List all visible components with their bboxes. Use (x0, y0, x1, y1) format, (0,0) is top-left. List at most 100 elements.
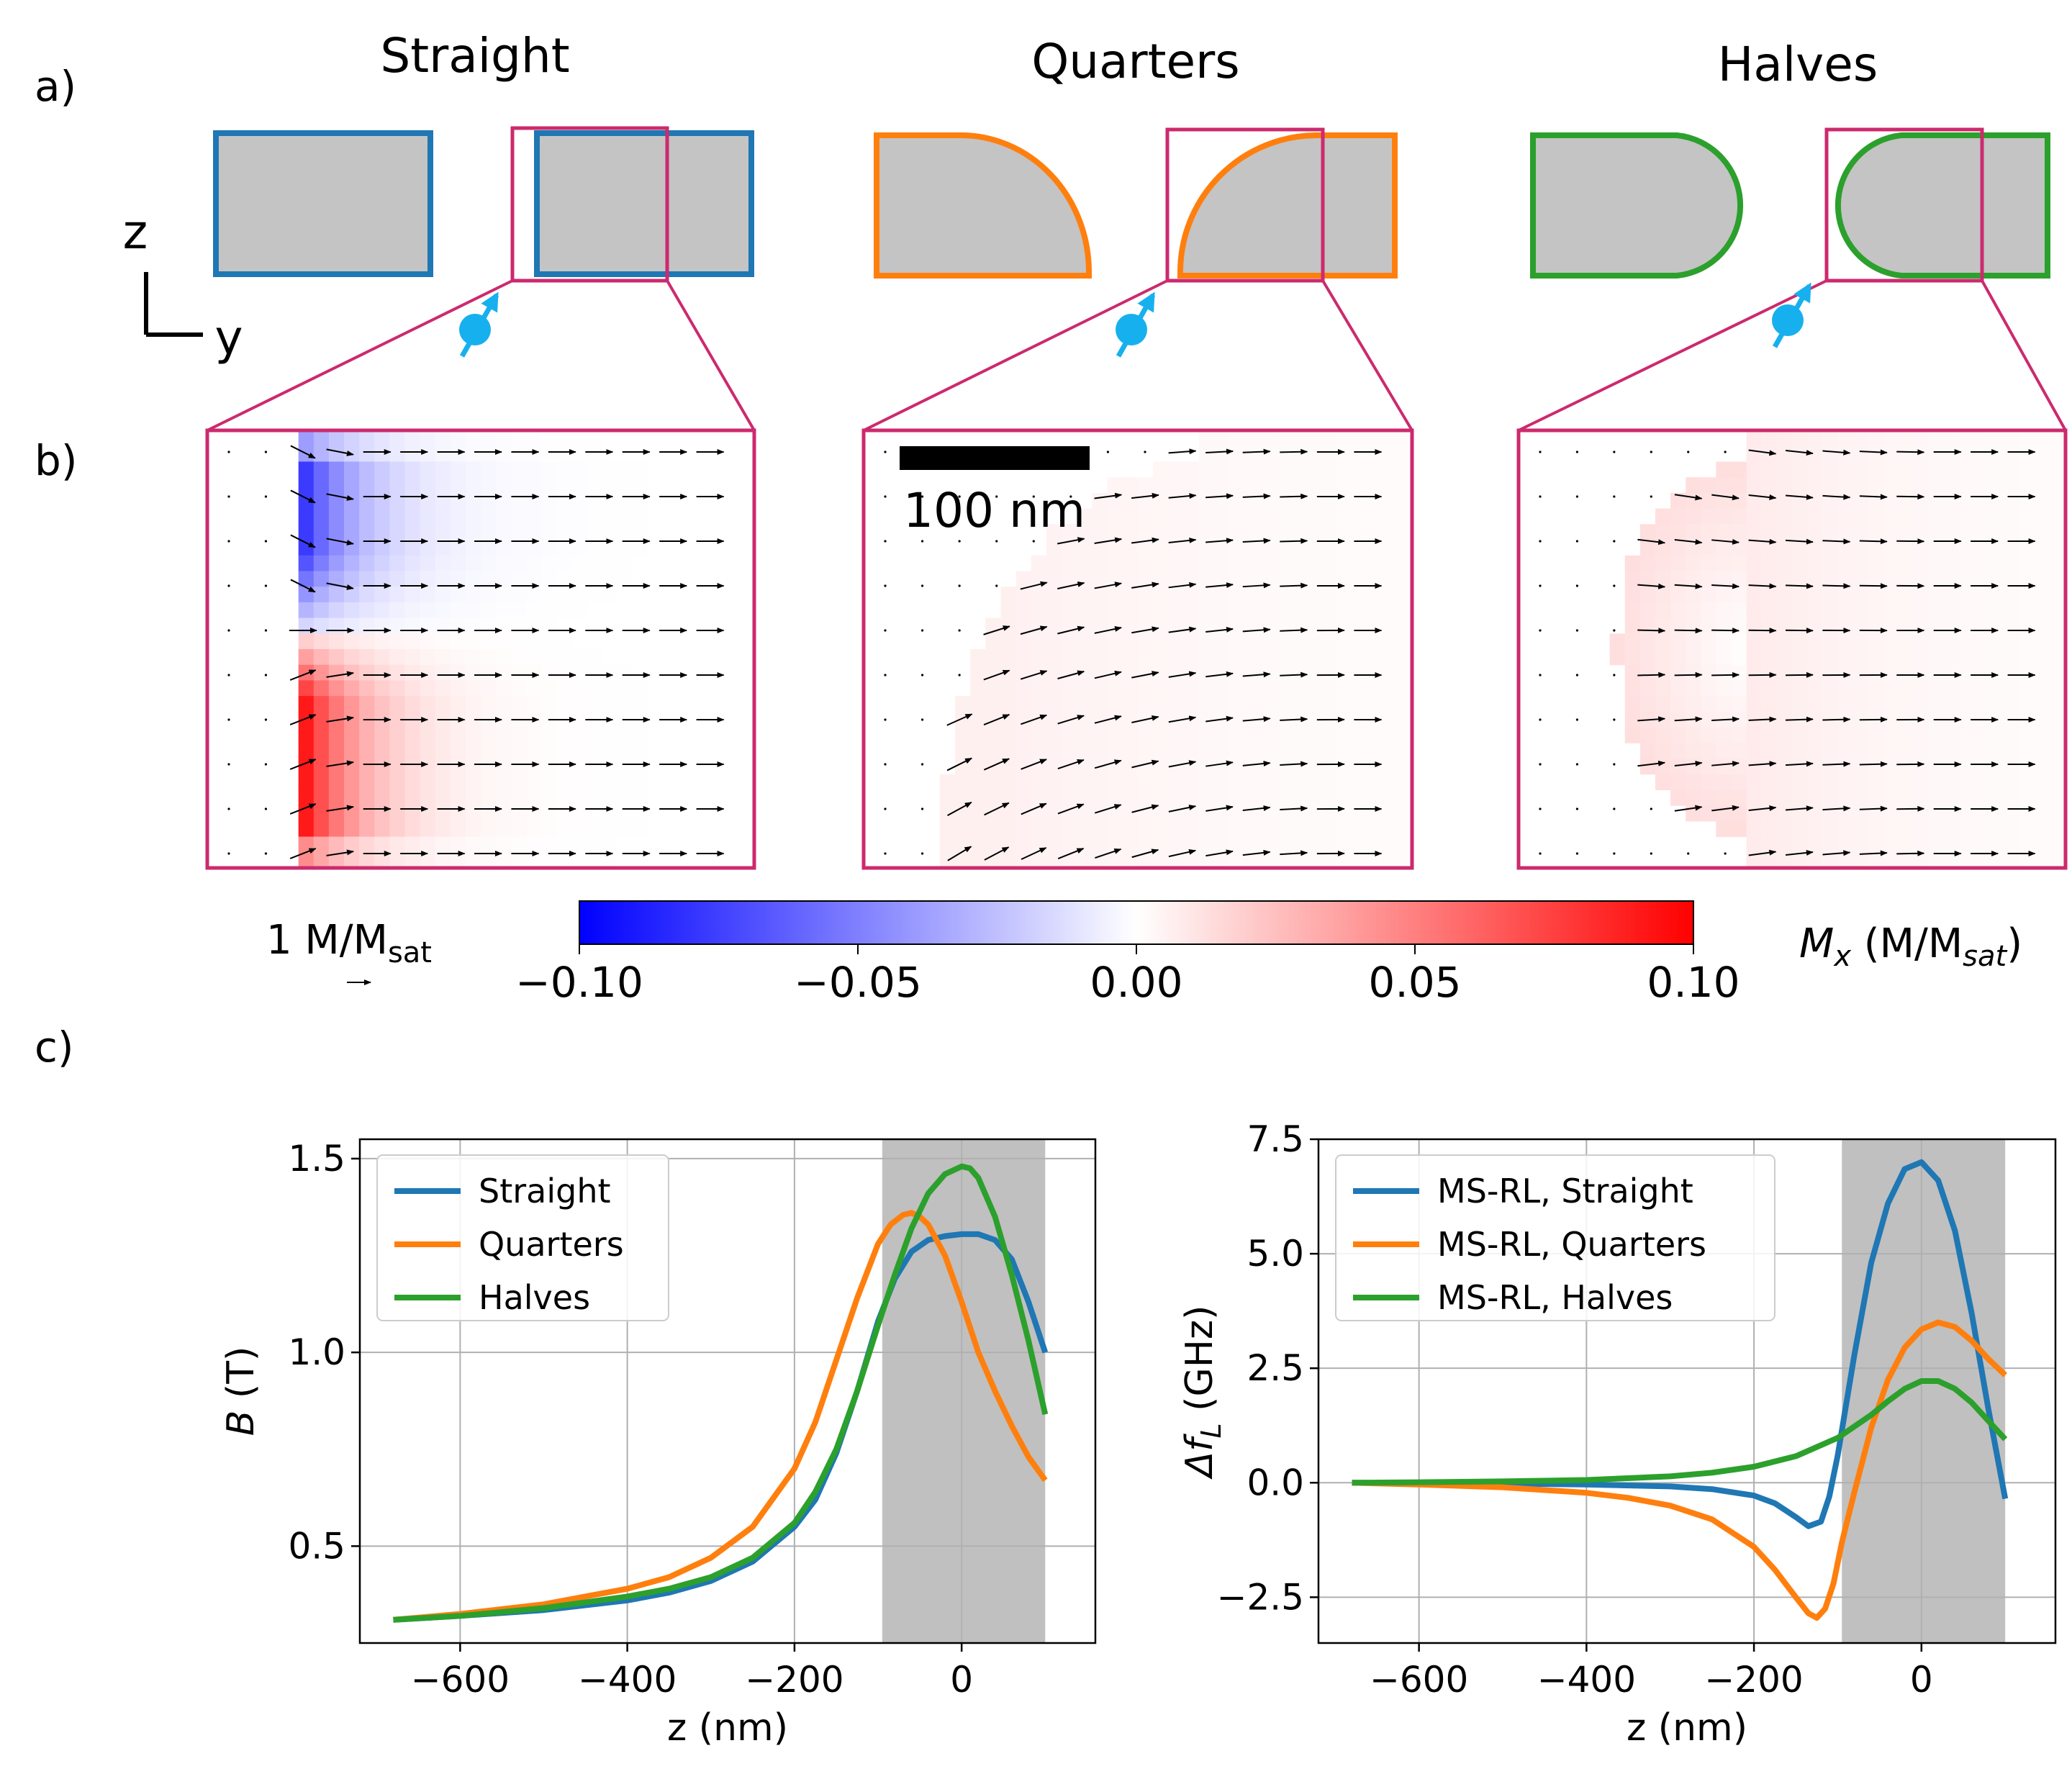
mag-cell (389, 445, 406, 463)
mag-cell (556, 617, 573, 634)
mag-cell (1898, 571, 1914, 587)
cb-label-sub1: x (1832, 940, 1851, 973)
mag-cell (678, 508, 695, 525)
mag-cell (435, 587, 451, 603)
mag-cell (571, 680, 588, 697)
mag-cell (663, 820, 679, 838)
mag-cell (556, 571, 573, 587)
spin-arrow-icon (1772, 282, 1812, 348)
mag-cell (1015, 649, 1032, 666)
mag-cell (1244, 805, 1260, 822)
mag-cell (571, 727, 588, 743)
mag-cell (1015, 743, 1032, 759)
mag-cell (313, 649, 330, 666)
mag-cell (1092, 836, 1108, 853)
mag-cell (617, 602, 633, 619)
mag-cell (496, 852, 512, 869)
mag-cell (1974, 649, 1991, 666)
mag-cell (1944, 836, 1960, 853)
mag-cell (496, 680, 512, 697)
mag-cell (1989, 617, 2006, 634)
mag-cell (556, 649, 573, 666)
mag-cell (1153, 540, 1169, 556)
mag-cell (359, 571, 375, 587)
mag-cell (648, 774, 664, 791)
mag-cell (602, 508, 618, 525)
mag-arrow (1242, 538, 1271, 544)
mag-cell (1898, 540, 1914, 556)
mag-cell (1062, 555, 1077, 572)
mag-cell (1046, 727, 1062, 743)
mag-cell (1670, 492, 1686, 510)
mag-cell (2050, 759, 2066, 775)
mag-cell (602, 602, 618, 619)
mag-dot (884, 674, 887, 676)
mag-cell (344, 759, 360, 775)
mag-cell (723, 743, 740, 759)
mag-cell (1929, 430, 1945, 447)
mag-cell (1929, 805, 1945, 822)
mag-cell (1092, 664, 1108, 682)
mag-cell (1974, 664, 1991, 682)
mag-cell (2035, 524, 2051, 540)
mag-cell (541, 508, 558, 525)
mag-cell (450, 587, 466, 603)
mag-cell (1396, 759, 1413, 775)
mag-cell (328, 461, 345, 478)
mag-cell (1336, 430, 1352, 447)
mag-cell (1655, 508, 1671, 525)
mag-cell (1213, 587, 1230, 603)
mag-cell (1776, 587, 1793, 603)
mag-cell (1883, 602, 1899, 619)
mag-cell (359, 524, 375, 540)
mag-cell (1244, 430, 1260, 447)
mag-arrow (290, 534, 316, 548)
mag-cell (1321, 759, 1336, 775)
mag-cell (1913, 789, 1930, 806)
mag-cell (1655, 649, 1671, 666)
mag-cell (1168, 743, 1185, 759)
mag-cell (1138, 743, 1154, 759)
mag-arrow (1020, 625, 1048, 635)
mag-cell (1624, 587, 1641, 603)
mag-cell (571, 617, 588, 634)
mag-cell (1776, 524, 1793, 540)
mag-cell (1883, 789, 1899, 806)
mag-cell (1396, 852, 1413, 869)
mag-cell (465, 852, 481, 869)
mag-cell (1046, 774, 1062, 791)
mag-cell (1321, 680, 1336, 697)
mag-cell (1731, 743, 1747, 759)
mag-cell (1198, 789, 1215, 806)
series-line-3 (393, 1163, 1049, 1623)
mag-cell (1290, 508, 1306, 525)
mag-cell (1868, 633, 1884, 650)
mag-cell (1046, 759, 1062, 775)
mag-cell (526, 555, 543, 572)
mag-cell (1883, 571, 1899, 587)
mag-cell (1959, 696, 1975, 712)
mag-cell (1883, 836, 1899, 853)
mag-cell (1731, 649, 1747, 666)
mag-cell (2035, 805, 2051, 822)
mag-cell (359, 445, 375, 463)
mag-cell (648, 430, 664, 447)
mag-dot (1613, 584, 1616, 587)
mag-cell (1122, 696, 1139, 712)
mag-cell (2019, 727, 2036, 743)
mag-cell (1929, 836, 1945, 853)
mag-cell (633, 727, 648, 743)
mag-cell (633, 836, 648, 853)
mag-cell (344, 696, 360, 712)
mag-cell (1351, 649, 1367, 666)
mag-cell (374, 774, 390, 791)
mag-cell (2004, 477, 2021, 494)
mag-cell (587, 759, 603, 775)
mag-cell (1031, 820, 1047, 838)
mag-cell (1290, 836, 1306, 853)
mag-cell (587, 555, 603, 572)
mag-cell (1639, 617, 1656, 634)
mag-cell (1031, 587, 1047, 603)
mag-arrow (983, 669, 1010, 681)
mag-cell (1381, 571, 1398, 587)
